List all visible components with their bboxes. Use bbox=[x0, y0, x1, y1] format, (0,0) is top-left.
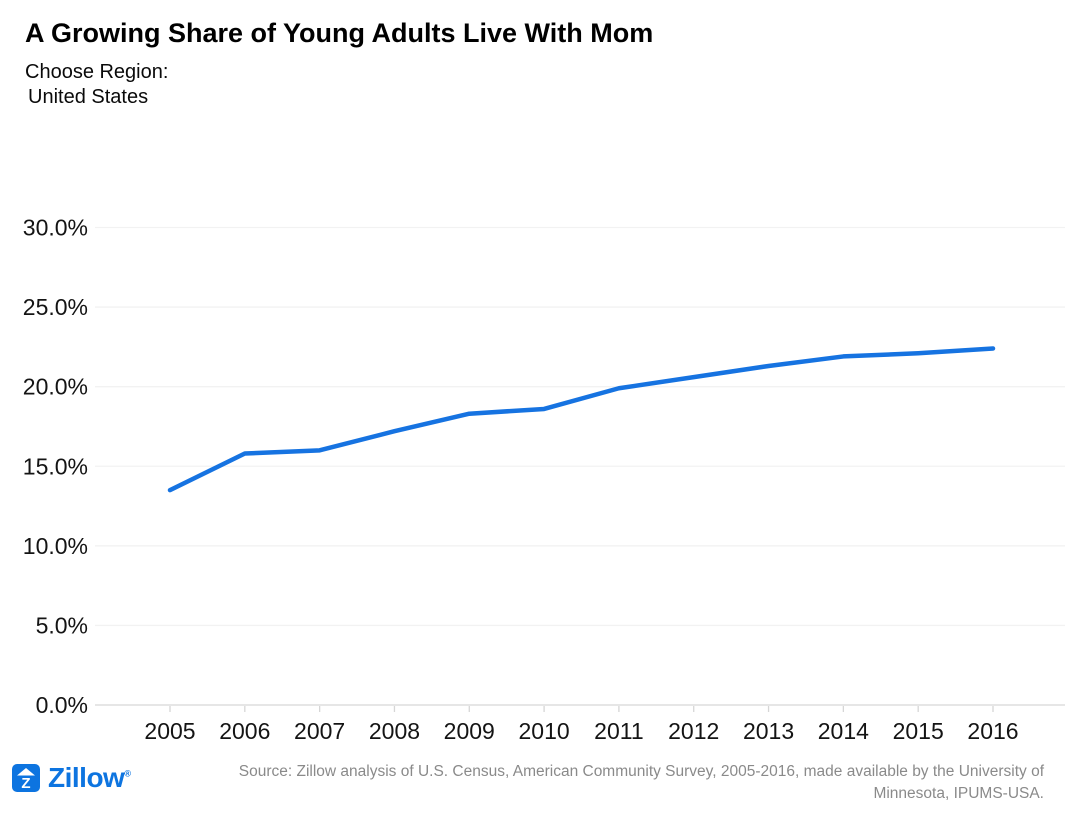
x-axis-tick-label: 2011 bbox=[594, 718, 643, 744]
page-title: A Growing Share of Young Adults Live Wit… bbox=[25, 18, 654, 48]
x-axis-tick-label: 2012 bbox=[668, 718, 719, 744]
source-line-2: Minnesota, IPUMS-USA. bbox=[873, 785, 1044, 802]
source-line-1: Source: Zillow analysis of U.S. Census, … bbox=[238, 763, 1044, 780]
y-axis-tick-label: 0.0% bbox=[36, 692, 88, 718]
x-axis-tick-label: 2009 bbox=[444, 718, 495, 744]
zillow-wordmark: Zillow® bbox=[48, 762, 131, 793]
x-axis-tick-label: 2016 bbox=[967, 718, 1018, 744]
zillow-house-icon: Z bbox=[12, 764, 40, 792]
x-axis-tick-label: 2007 bbox=[294, 718, 345, 744]
x-axis-tick-label: 2006 bbox=[219, 718, 270, 744]
x-axis-tick-label: 2005 bbox=[144, 718, 195, 744]
source-attribution: Source: Zillow analysis of U.S. Census, … bbox=[164, 761, 1044, 805]
y-axis-tick-label: 20.0% bbox=[23, 374, 88, 400]
x-axis-tick-label: 2015 bbox=[893, 718, 944, 744]
x-axis-tick-label: 2014 bbox=[818, 718, 869, 744]
x-axis-tick-label: 2008 bbox=[369, 718, 420, 744]
zillow-logo[interactable]: Z Zillow® bbox=[12, 762, 131, 794]
y-axis-tick-label: 15.0% bbox=[23, 453, 88, 479]
region-select[interactable]: United States bbox=[28, 86, 149, 108]
y-axis-tick-label: 30.0% bbox=[23, 215, 88, 241]
x-axis-tick-label: 2010 bbox=[519, 718, 570, 744]
trend-line[interactable] bbox=[167, 346, 996, 493]
logo-roof bbox=[17, 768, 35, 776]
line-chart: 30.0% 25.0% 20.0% 15.0% 10.0% 5.0% 0.0% 2005 200… bbox=[23, 215, 1065, 744]
registered-mark: ® bbox=[124, 768, 131, 779]
y-axis-tick-label: 5.0% bbox=[36, 612, 88, 638]
logo-square bbox=[12, 764, 40, 792]
logo-z: Z bbox=[21, 775, 30, 792]
y-axis-tick-label: 10.0% bbox=[23, 533, 88, 559]
x-axis-tick-label: 2013 bbox=[743, 718, 794, 744]
region-chooser: Choose Region: United States bbox=[25, 60, 168, 110]
region-label: Choose Region: bbox=[25, 61, 169, 83]
y-axis-tick-label: 25.0% bbox=[23, 294, 88, 320]
